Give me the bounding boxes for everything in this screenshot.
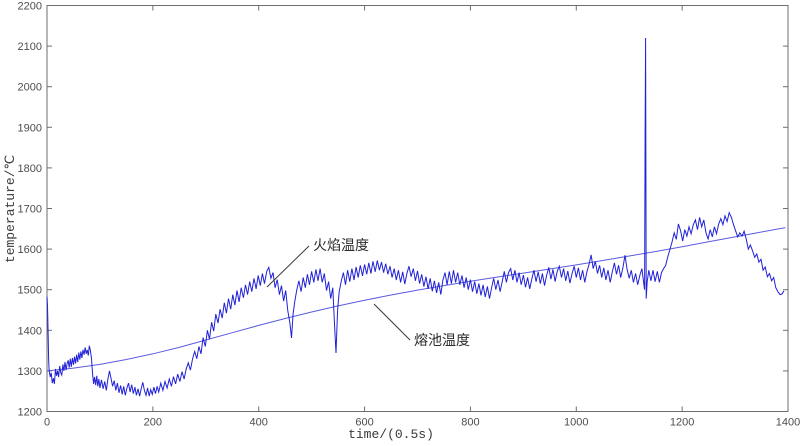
x-tick-label: 1000 (564, 417, 588, 429)
y-tick-label: 1900 (18, 122, 42, 134)
x-tick-label: 800 (461, 417, 479, 429)
y-tick-label: 2200 (18, 1, 42, 13)
y-tick-label: 1300 (18, 366, 42, 378)
melt-pool-temperature-series (46, 227, 786, 372)
x-tick-label: 600 (355, 417, 373, 429)
x-axis-label: time/(0.5s) (348, 427, 434, 442)
y-tick-label: 1500 (18, 285, 42, 297)
x-tick-label: 1200 (670, 417, 694, 429)
y-axis-ticks: 1200 1300 1400 1500 1600 1700 1800 1900 2000 2100… (18, 1, 788, 419)
x-tick-label: 400 (250, 417, 268, 429)
flame-annotation-line (266, 245, 310, 288)
flame-temperature-series (46, 37, 785, 398)
melt-pool-annotation-line (373, 303, 411, 341)
plot-area-border (46, 5, 789, 412)
x-tick-label: 200 (144, 417, 162, 429)
y-tick-label: 2000 (18, 82, 42, 94)
y-tick-label: 1200 (18, 407, 42, 419)
melt-pool-annotation-label: 熔池温度 (414, 332, 470, 348)
x-axis-ticks: 0 200 400 600 800 1000 1200 1400 (44, 5, 800, 429)
y-tick-label: 1600 (18, 244, 42, 256)
y-tick-label: 2100 (18, 41, 42, 53)
flame-annotation-label: 火焰温度 (313, 237, 369, 253)
y-tick-label: 1700 (18, 204, 42, 216)
y-tick-label: 1400 (18, 325, 42, 337)
x-tick-label: 1400 (776, 417, 800, 429)
y-tick-label: 1800 (18, 163, 42, 175)
x-tick-label: 0 (44, 417, 50, 429)
y-axis-label: temperature/℃ (3, 155, 18, 263)
